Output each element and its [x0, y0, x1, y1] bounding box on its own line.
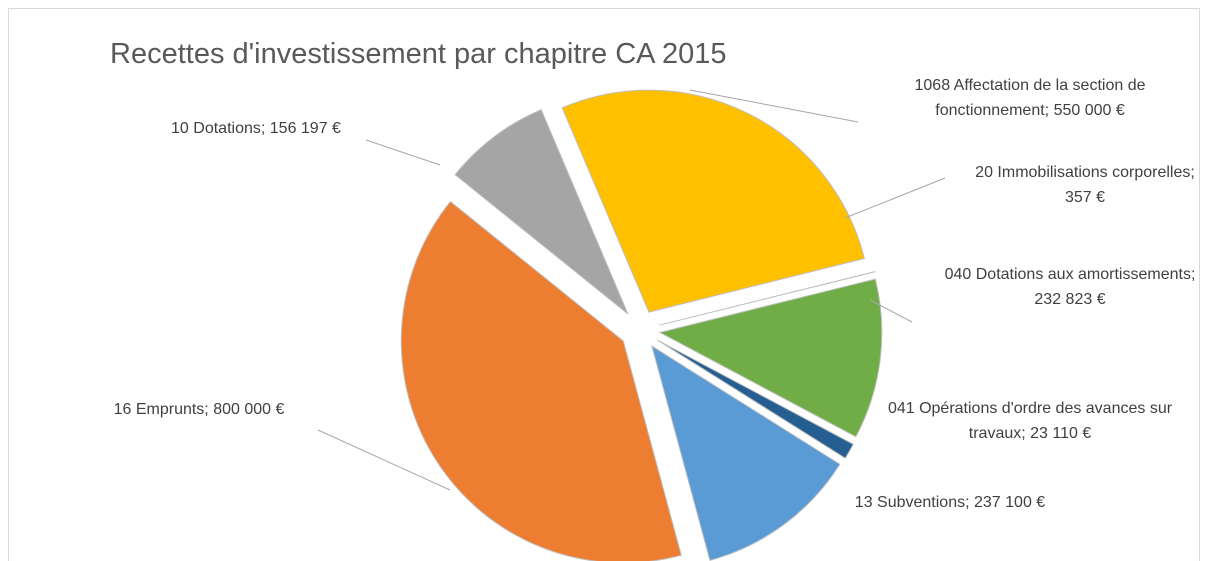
chart-border [8, 8, 1200, 561]
leader-line [869, 299, 913, 323]
leader-line [317, 429, 451, 491]
category-label: 10 Dotations; [171, 120, 266, 137]
pie-slice [651, 344, 841, 561]
value-label: 550 000 € [1053, 102, 1125, 119]
leader-line [365, 139, 441, 166]
value-label: 800 000 € [213, 401, 285, 418]
category-label: 16 Emprunts; [113, 401, 209, 418]
data-label: 040 Dotations aux amortissements; 232 82… [935, 262, 1205, 312]
value-label: 237 100 € [974, 494, 1046, 511]
pie-slice [657, 339, 854, 459]
pie-slice [659, 270, 876, 326]
leader-line [689, 89, 859, 123]
data-label: 16 Emprunts; 800 000 € [69, 397, 329, 422]
pie-slice [658, 278, 883, 438]
data-label: 10 Dotations; 156 197 € [136, 116, 376, 141]
category-label: 041 Opérations d'ordre des avances sur t… [887, 400, 1173, 442]
data-label: 041 Opérations d'ordre des avances sur t… [875, 396, 1185, 446]
data-label: 1068 Affectation de la section de foncti… [860, 73, 1200, 123]
category-label: 13 Subventions; [854, 494, 970, 511]
category-label: 1068 Affectation de la section de foncti… [914, 77, 1146, 119]
value-label: 156 197 € [269, 120, 341, 137]
pie-slice [561, 89, 865, 313]
category-label: 040 Dotations aux amortissements; [944, 266, 1196, 283]
leader-line [844, 177, 946, 219]
category-label: 20 Immobilisations corporelles; [975, 164, 1195, 181]
data-label: 13 Subventions; 237 100 € [820, 490, 1080, 515]
pie-slice [454, 109, 629, 315]
value-label: 23 110 € [1030, 425, 1092, 442]
value-label: 232 823 € [1034, 291, 1106, 308]
value-label: 357 € [1064, 189, 1106, 206]
data-label: 20 Immobilisations corporelles; 357 € [975, 160, 1195, 210]
pie-slice [400, 200, 682, 561]
chart-title: Recettes d'investissement par chapitre C… [110, 38, 727, 70]
